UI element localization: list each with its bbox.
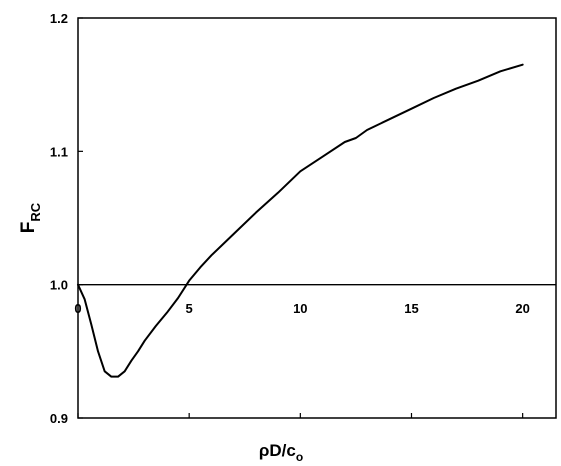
plot-frame	[77, 17, 557, 419]
y-axis-title: FRC	[18, 202, 43, 233]
x-axis-title-main: ρD/c	[259, 441, 296, 460]
x-tick-label: 10	[293, 301, 307, 316]
y-axis-title-main: F	[18, 222, 39, 234]
x-tick-label: 5	[186, 301, 193, 316]
x-axis-title: ρD/co	[259, 441, 303, 464]
y-tick-label: 0.9	[50, 411, 68, 426]
x-axis-title-subscript: o	[296, 450, 303, 464]
y-axis-title-subscript: RC	[28, 202, 43, 221]
x-tick-label: 20	[515, 301, 529, 316]
series-line	[77, 63, 524, 378]
y-tick-label: 1.2	[50, 11, 68, 26]
x-tick-label: 15	[404, 301, 418, 316]
x-tick-label: 0	[74, 301, 81, 316]
y-tick-label: 1.1	[50, 144, 68, 159]
y-tick-label: 1.0	[50, 278, 68, 293]
